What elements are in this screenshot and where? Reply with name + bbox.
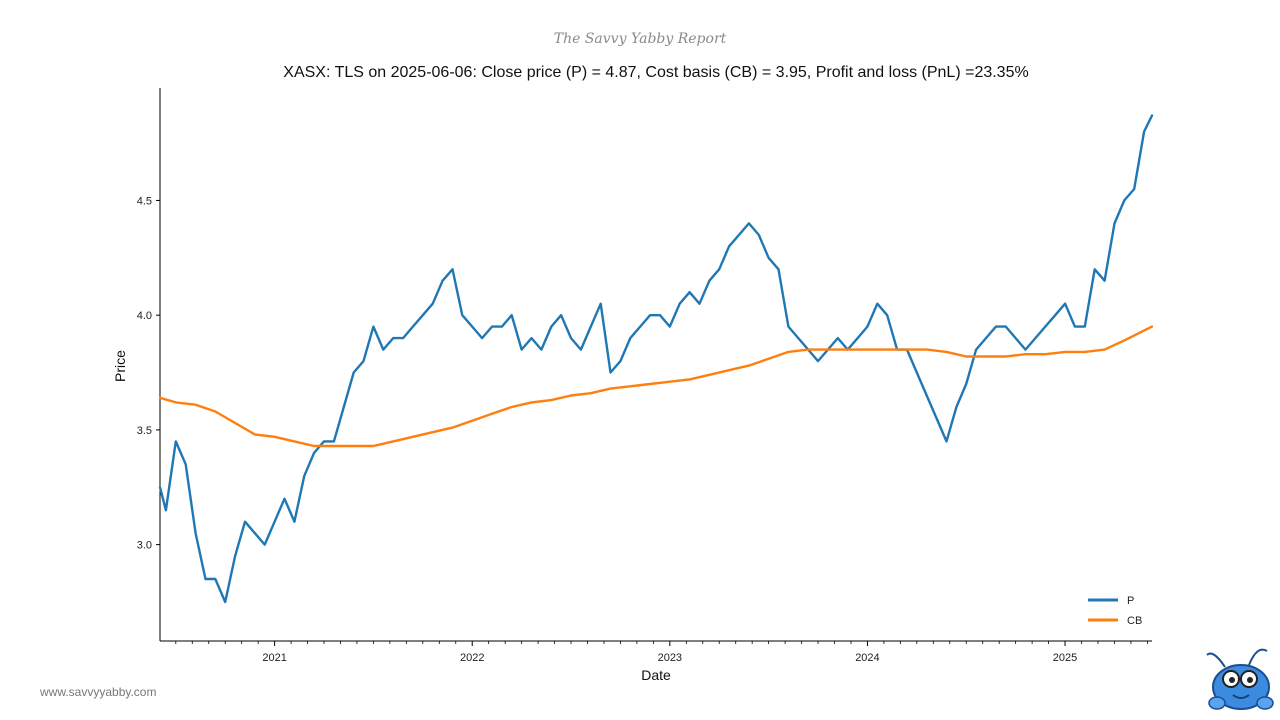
x-tick-label: 2024 (855, 652, 879, 664)
x-tick-label: 2022 (460, 652, 484, 664)
x-tick-label: 2023 (658, 652, 682, 664)
website-url: www.savvyyabby.com (39, 685, 156, 699)
x-tick-label: 2025 (1053, 652, 1077, 664)
series-line-cb (158, 325, 1154, 448)
legend-label-p: P (1127, 595, 1134, 607)
legend: P CB (1088, 595, 1142, 627)
x-axis-label: Date (641, 667, 671, 683)
legend-label-cb: CB (1127, 615, 1142, 627)
tick-layer: 3.0 3.5 4.0 4.5 2021 2022 2023 2024 2025 (137, 195, 1148, 664)
y-tick-label: 3.0 (137, 540, 152, 552)
x-tick-label: 2021 (262, 652, 286, 664)
yabby-mascot-logo (1206, 648, 1274, 710)
y-tick-label: 4.5 (137, 195, 152, 207)
series-layer (158, 114, 1154, 604)
chart-title: XASX: TLS on 2025-06-06: Close price (P)… (283, 64, 1028, 81)
y-tick-label: 3.5 (137, 425, 152, 437)
y-tick-label: 4.0 (137, 310, 152, 322)
y-axis-label: Price (112, 350, 128, 382)
brand-title: The Savvy Yabby Report (554, 31, 727, 47)
series-line-p (158, 114, 1154, 604)
